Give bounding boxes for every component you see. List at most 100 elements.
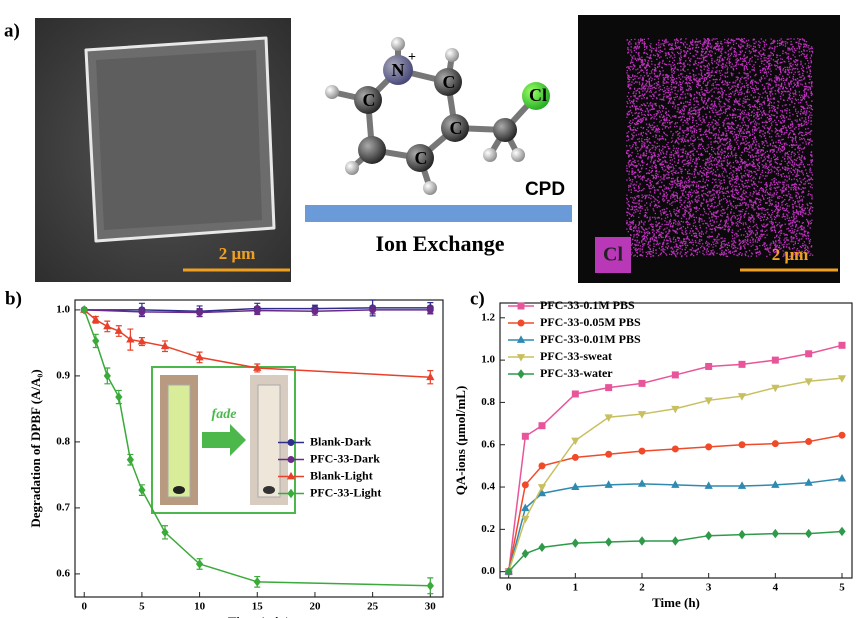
marker xyxy=(521,515,530,524)
legend-label: PFC-33-0.05M PBS xyxy=(540,315,641,329)
x-tick-label: 2 xyxy=(639,582,645,594)
y-axis-label: QA-ions (μmol/mL) xyxy=(453,386,468,496)
marker xyxy=(521,548,529,559)
marker xyxy=(521,503,530,512)
marker xyxy=(91,315,100,323)
legend-label: PFC-33-Dark xyxy=(310,451,380,465)
x-tick-label: 20 xyxy=(309,601,321,613)
marker xyxy=(571,482,580,490)
x-tick-label: 15 xyxy=(252,601,264,613)
x-tick-label: 10 xyxy=(194,601,206,613)
marker xyxy=(838,526,846,537)
x-tick-label: 30 xyxy=(425,601,437,613)
atom-label: C xyxy=(443,72,456,92)
marker xyxy=(311,307,319,315)
y-tick-label: 0.6 xyxy=(56,567,70,579)
marker xyxy=(738,529,746,540)
marker xyxy=(704,481,713,489)
marker xyxy=(605,384,613,392)
panel-label: c) xyxy=(470,288,485,309)
process-label: Ion Exchange xyxy=(376,231,505,256)
legend-marker xyxy=(516,335,526,343)
marker xyxy=(738,441,746,449)
marker xyxy=(705,530,713,541)
legend-marker xyxy=(286,471,296,480)
marker xyxy=(637,411,647,419)
panel-label: b) xyxy=(5,288,22,309)
marker xyxy=(571,453,579,461)
atoms xyxy=(325,37,550,195)
legend-label: Blank-Light xyxy=(310,468,373,482)
sem-image xyxy=(35,18,291,282)
marker xyxy=(671,536,679,546)
marker xyxy=(671,405,680,414)
x-tick-label: 25 xyxy=(367,601,379,613)
marker xyxy=(638,447,646,455)
marker xyxy=(114,326,123,334)
marker xyxy=(837,375,847,383)
series-line xyxy=(507,377,843,572)
scale-label: 2 μm xyxy=(772,245,809,264)
marker xyxy=(253,307,261,315)
marker xyxy=(103,371,111,381)
marker xyxy=(537,484,547,492)
marker xyxy=(838,431,846,439)
atom-label: Cl xyxy=(529,85,547,105)
marker xyxy=(605,450,613,458)
legend-marker xyxy=(287,439,295,446)
marker xyxy=(704,397,713,405)
legend-marker xyxy=(287,488,295,499)
y-tick-label: 0.7 xyxy=(56,501,70,513)
x-tick-label: 3 xyxy=(706,582,712,594)
marker xyxy=(605,537,613,547)
y-tick-label: 0.8 xyxy=(481,396,495,408)
series-line xyxy=(507,434,843,572)
legend-label: PFC-33-sweat xyxy=(540,349,612,363)
atom-label: C xyxy=(450,118,463,138)
marker xyxy=(115,392,123,402)
exchange-bar xyxy=(305,205,572,222)
marker xyxy=(426,306,434,314)
charge-label: + xyxy=(408,50,416,65)
marker xyxy=(571,538,579,548)
legend-marker xyxy=(517,369,525,379)
x-axis-label: Time (h) xyxy=(652,595,700,610)
marker xyxy=(771,528,779,539)
marker xyxy=(505,566,513,577)
marker xyxy=(137,336,147,345)
marker xyxy=(671,480,680,488)
marker xyxy=(196,309,204,317)
marker xyxy=(521,481,529,489)
marker xyxy=(771,356,779,364)
legend-label: PFC-33-water xyxy=(540,366,613,380)
marker xyxy=(804,378,813,386)
marker xyxy=(160,341,170,350)
marker xyxy=(771,440,779,448)
plot-frame xyxy=(499,302,853,579)
y-axis-label: Degradation of DPBF (A/A₀) xyxy=(28,369,43,527)
marker xyxy=(771,384,780,393)
marker xyxy=(771,480,780,488)
marker xyxy=(538,542,546,553)
marker xyxy=(126,454,135,465)
marker xyxy=(571,390,579,398)
molecule xyxy=(331,44,539,189)
reagent-label: CPD xyxy=(525,179,565,200)
x-tick-label: 1 xyxy=(573,582,579,594)
marker xyxy=(805,350,813,358)
plot-frame xyxy=(74,299,444,598)
marker xyxy=(195,559,204,569)
y-tick-label: 0.0 xyxy=(481,565,495,577)
element-label: Cl xyxy=(603,244,623,266)
marker xyxy=(737,393,747,401)
y-tick-label: 1.0 xyxy=(56,303,70,315)
inset-photo xyxy=(151,366,296,514)
legend-label: Blank-Dark xyxy=(310,434,372,448)
marker xyxy=(638,379,646,387)
x-tick-label: 0 xyxy=(81,601,87,613)
marker xyxy=(637,479,647,487)
eds-map xyxy=(578,15,840,283)
marker xyxy=(538,422,546,430)
series-line xyxy=(507,477,843,572)
